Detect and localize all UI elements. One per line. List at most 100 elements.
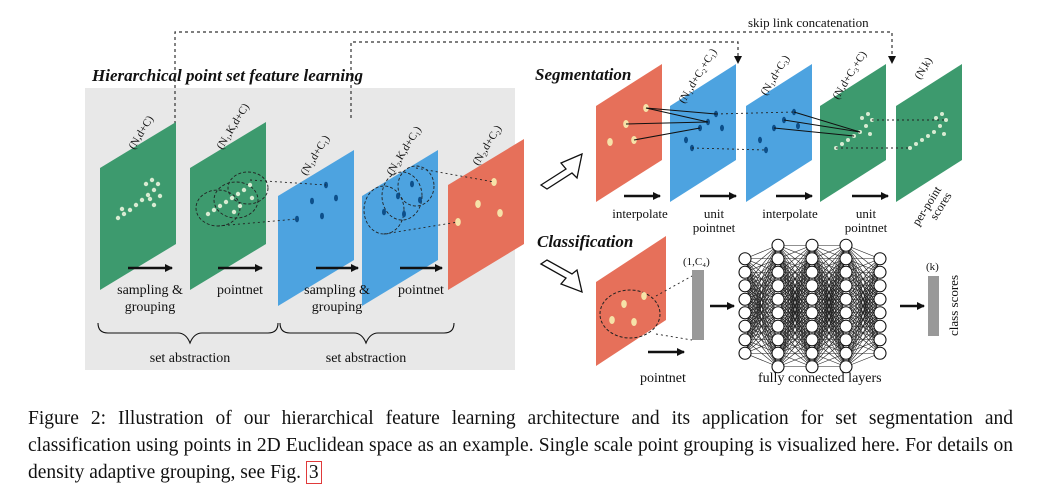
fc-edge xyxy=(811,245,847,354)
plane-grouped-1 xyxy=(190,122,269,290)
fc-neuron xyxy=(839,292,853,306)
segmentation-step-label: unit xyxy=(856,206,877,221)
arrow-to-classification xyxy=(539,259,583,294)
hierarchy-step-label: pointnet xyxy=(398,283,444,298)
segmentation-plane-label: (N,k) xyxy=(912,55,935,82)
hierarchy-step-label: grouping xyxy=(312,300,363,315)
fc-neuron xyxy=(771,252,785,266)
fc-edge xyxy=(744,299,779,354)
class-scores-label: class scores xyxy=(946,275,961,336)
fc-neuron xyxy=(771,333,785,347)
fc-edge xyxy=(777,339,813,367)
fc-neuron xyxy=(738,279,752,293)
fc-neuron xyxy=(805,306,819,320)
segmentation-title: Segmentation xyxy=(535,65,631,84)
seg-plane-5 xyxy=(896,64,962,202)
fc-neuron xyxy=(873,265,887,279)
class-scores-vector xyxy=(928,276,939,336)
fc-neuron xyxy=(839,265,853,279)
projection-lines xyxy=(217,167,495,235)
skip-label: skip link concatenation xyxy=(748,15,869,30)
caption-text: Figure 2: Illustration of our hierarchic… xyxy=(28,408,1013,483)
fc-edge xyxy=(811,258,847,367)
fc-neuron xyxy=(805,333,819,347)
segmentation-step-label: pointnet xyxy=(693,220,736,235)
fc-neuron xyxy=(873,292,887,306)
fc-edge xyxy=(744,245,779,354)
fc-edge xyxy=(777,245,813,300)
class-scores-dim: (k) xyxy=(926,261,939,273)
fc-neuron xyxy=(771,360,785,374)
segmentation-step-label: pointnet xyxy=(845,220,888,235)
braces xyxy=(97,322,455,345)
fc-edge xyxy=(845,326,881,367)
seg-plane-2 xyxy=(670,64,736,202)
fc-neuron xyxy=(738,333,752,347)
fc-neuron xyxy=(873,252,887,266)
brace-label: set abstraction xyxy=(150,351,230,366)
brace-label: set abstraction xyxy=(326,351,406,366)
hierarchy-step-label: pointnet xyxy=(217,283,263,298)
global-feature-vector xyxy=(692,270,704,340)
fc-neuron xyxy=(805,319,819,333)
seg-dotted-lines xyxy=(691,111,946,151)
fc-edge xyxy=(744,245,779,273)
fc-neuron xyxy=(805,252,819,266)
fc-edge xyxy=(845,258,881,367)
interpolation-lines xyxy=(625,107,861,141)
fc-edge xyxy=(845,258,881,300)
figure-caption: Figure 2: Illustration of our hierarchic… xyxy=(28,405,1013,486)
fc-neuron xyxy=(805,360,819,374)
fc-neuron xyxy=(839,333,853,347)
fc-neuron xyxy=(771,346,785,360)
panel-title: Hierarchical point set feature learning xyxy=(91,66,364,85)
hierarchy-step-labels: sampling & grouping pointnet sampling & grou… xyxy=(117,283,444,315)
figure-reference-link[interactable]: 3 xyxy=(305,461,322,484)
global-feature-label: (1,C₄) xyxy=(683,256,710,268)
fc-edge xyxy=(811,245,847,273)
fc-edge xyxy=(811,312,847,367)
skip-arrow-1 xyxy=(888,56,896,64)
fc-neuron xyxy=(771,306,785,320)
input-points xyxy=(115,177,163,221)
segmentation-step-label: interpolate xyxy=(762,206,818,221)
fully-connected-network xyxy=(738,238,887,374)
fc-neuron xyxy=(873,279,887,293)
fc-neuron xyxy=(805,292,819,306)
cls-pointnet-label: pointnet xyxy=(640,371,686,386)
fc-edge xyxy=(777,258,813,367)
fc-edge xyxy=(744,312,779,354)
plane-input xyxy=(100,122,176,290)
fc-edge xyxy=(777,312,813,367)
fc-neuron xyxy=(839,279,853,293)
fc-edge xyxy=(777,245,813,367)
fc-neuron xyxy=(738,292,752,306)
skip-links xyxy=(174,31,893,130)
fc-edge xyxy=(744,245,779,300)
fc-edge xyxy=(811,245,847,286)
fc-edge xyxy=(845,258,881,286)
fc-neuron xyxy=(839,319,853,333)
fc-edge xyxy=(845,339,881,367)
classification-title: Classification xyxy=(537,232,633,251)
fc-neuron xyxy=(771,238,785,252)
fc-neuron xyxy=(771,279,785,293)
fc-neuron xyxy=(839,252,853,266)
fc-edge xyxy=(777,245,813,286)
fc-neuron xyxy=(839,238,853,252)
fc-neuron xyxy=(771,265,785,279)
hierarchy-step-label: grouping xyxy=(125,300,176,315)
fc-edge xyxy=(845,258,881,313)
fc-edge xyxy=(777,245,813,354)
fc-neuron xyxy=(738,265,752,279)
fc-edge xyxy=(811,245,847,367)
fc-neuron xyxy=(738,319,752,333)
fc-neuron xyxy=(873,346,887,360)
fc-neuron xyxy=(839,346,853,360)
fc-edge xyxy=(811,326,847,367)
architecture-figure: Hierarchical point set feature learning … xyxy=(85,15,962,386)
fc-edge xyxy=(811,339,847,367)
segmentation-step-label: interpolate xyxy=(612,206,668,221)
